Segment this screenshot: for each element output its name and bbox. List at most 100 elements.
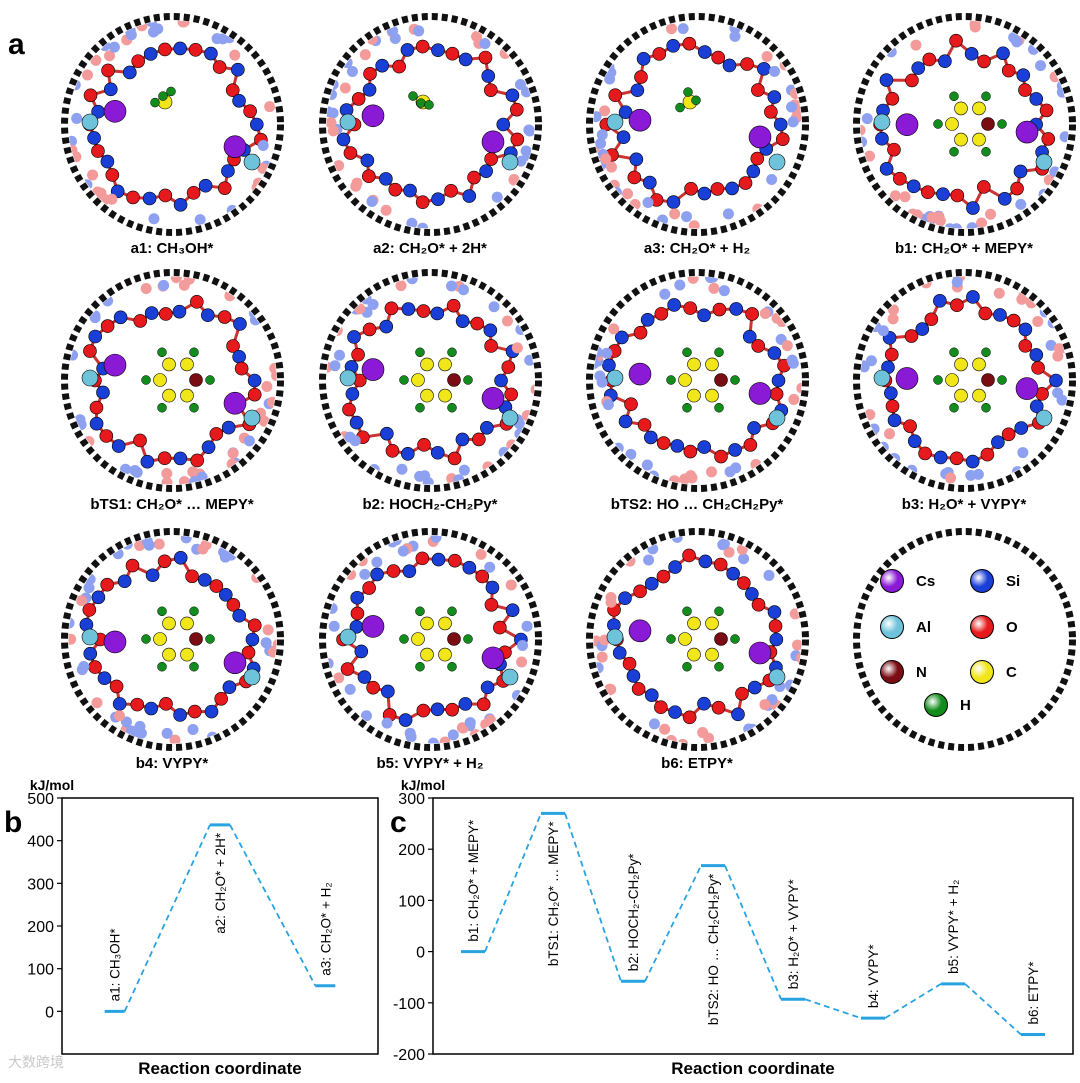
y-tick-label: 300: [27, 876, 54, 893]
atom: [750, 151, 765, 166]
atom: [328, 620, 340, 632]
atom: [405, 731, 417, 743]
structure-b2: [318, 268, 543, 493]
atom: [430, 702, 445, 717]
atom: [1017, 447, 1029, 459]
atom: [185, 569, 199, 584]
atom: [417, 222, 429, 229]
atom: [381, 684, 395, 699]
atom: [751, 339, 766, 353]
atom: [396, 463, 408, 475]
atom: [380, 204, 392, 216]
atom: [977, 180, 991, 194]
atom: [964, 47, 979, 61]
atom: [153, 538, 165, 550]
atom-al: [243, 409, 261, 427]
atom: [1041, 132, 1056, 146]
atom: [997, 192, 1012, 206]
dashed-ring: [853, 13, 1076, 236]
atom: [1016, 293, 1028, 305]
atom: [885, 399, 900, 413]
atom: [105, 168, 120, 182]
atom-cs: [361, 358, 385, 381]
atom: [233, 317, 247, 331]
atom: [379, 172, 393, 186]
atom: [731, 707, 745, 722]
atom: [445, 702, 459, 717]
atom: [173, 708, 187, 722]
atom: [742, 329, 757, 344]
atom: [173, 41, 187, 56]
atom: [697, 727, 709, 739]
atom: [1029, 399, 1044, 414]
atom: [113, 710, 125, 722]
atom: [111, 439, 126, 453]
atom: [329, 360, 341, 372]
atom: [654, 306, 669, 321]
atom-cs: [748, 125, 772, 149]
atom: [144, 306, 159, 320]
atom: [103, 82, 118, 97]
atom: [227, 447, 239, 459]
atom: [392, 59, 406, 74]
x-axis-label: Reaction coordinate: [671, 1059, 834, 1078]
atom: [922, 52, 937, 67]
atom: [877, 325, 889, 337]
atom: [637, 418, 652, 432]
atom: [1001, 427, 1016, 442]
atom: [243, 104, 257, 118]
atom: [792, 639, 802, 651]
atom: [629, 152, 644, 167]
atom: [659, 723, 671, 735]
atom: [271, 370, 277, 382]
atom: [204, 704, 219, 719]
atom: [698, 554, 713, 569]
atom: [747, 680, 762, 695]
atom: [993, 308, 1007, 322]
atom: [190, 295, 204, 309]
atom: [78, 661, 90, 673]
atom: [342, 402, 356, 417]
atom: [470, 316, 485, 331]
atom: [993, 287, 1005, 299]
atom: [735, 686, 749, 701]
atom: [608, 323, 620, 335]
atom: [951, 276, 963, 288]
atom: [479, 164, 493, 178]
atom: [419, 470, 431, 482]
atom: [261, 381, 273, 393]
atom: [745, 587, 759, 601]
atom: [766, 174, 778, 186]
atom: [430, 306, 445, 321]
atom: [362, 169, 376, 184]
atom: [633, 584, 647, 599]
atom: [496, 117, 511, 132]
atom: [949, 451, 964, 466]
atom: [446, 298, 461, 313]
atom: [488, 301, 500, 313]
atom: [1029, 348, 1044, 362]
atom: [1052, 350, 1064, 362]
atom: [918, 446, 932, 461]
atom: [339, 82, 351, 94]
atom: [740, 57, 754, 71]
legend-ball-al: [880, 615, 904, 639]
atom: [381, 717, 393, 729]
atom: [217, 181, 232, 195]
atom-cs: [103, 353, 127, 377]
atom: [644, 688, 659, 702]
atom: [125, 725, 137, 737]
atom: [91, 590, 106, 605]
atom-cs: [1015, 377, 1039, 400]
atom: [334, 349, 346, 361]
atom: [907, 434, 922, 448]
atom: [415, 551, 430, 566]
structure-image-a2: [319, 13, 542, 236]
atom: [746, 164, 761, 179]
atom: [910, 39, 922, 51]
atom: [767, 605, 782, 619]
atom: [83, 344, 97, 358]
atom: [219, 551, 231, 563]
atom: [135, 727, 147, 739]
atom: [101, 63, 115, 78]
